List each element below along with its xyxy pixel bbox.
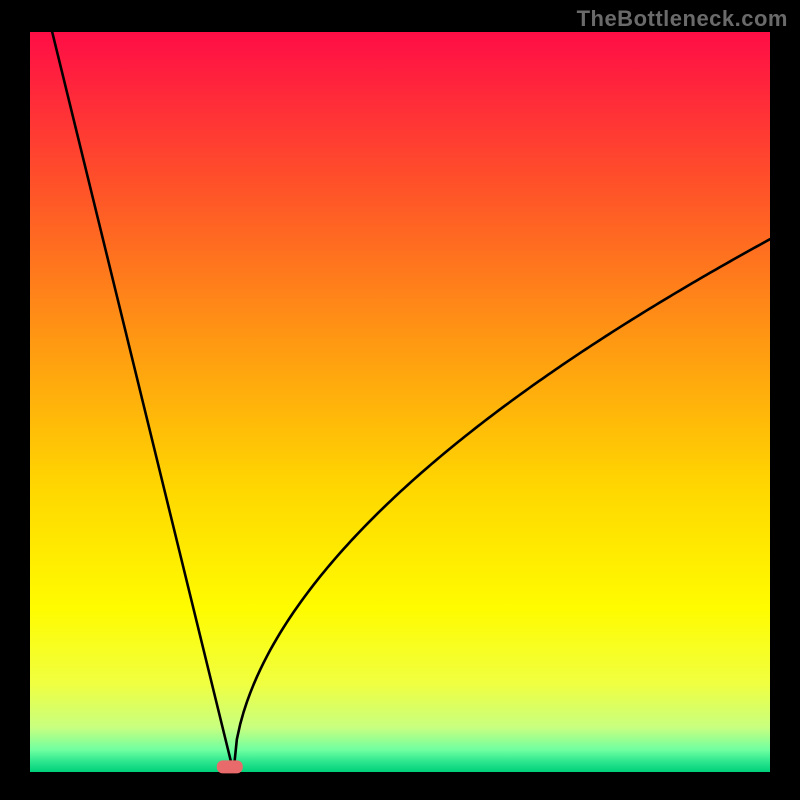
chart-container: { "watermark": "TheBottleneck.com", "cha… <box>0 0 800 800</box>
bottleneck-chart <box>0 0 800 800</box>
watermark-text: TheBottleneck.com <box>577 6 788 32</box>
optimal-marker <box>217 760 243 773</box>
plot-background <box>30 32 770 772</box>
